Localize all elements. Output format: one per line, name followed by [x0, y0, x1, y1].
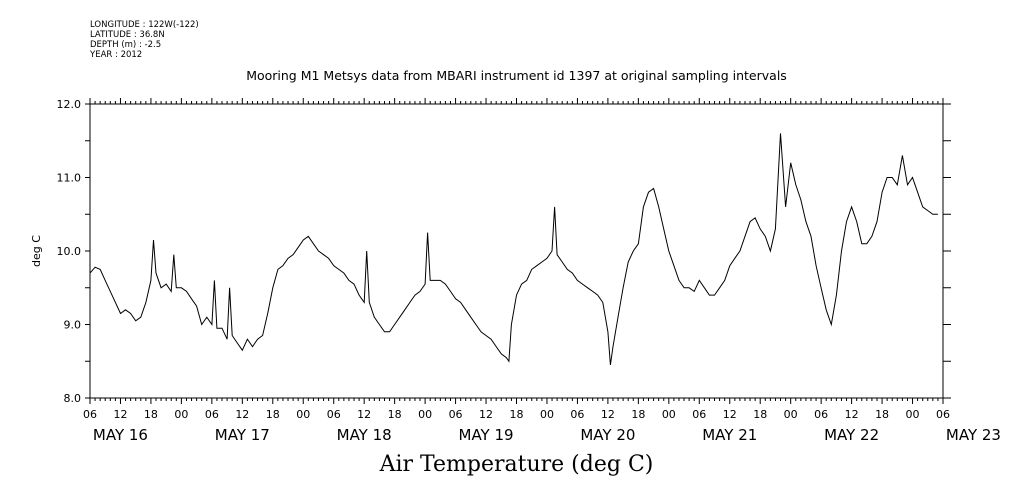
day-label: MAY 19 [459, 426, 514, 444]
x-tick-label: 06 [449, 408, 463, 421]
y-tick-label: 8.0 [64, 392, 82, 405]
y-tick-label: 11.0 [57, 172, 82, 185]
x-tick-label: 00 [296, 408, 310, 421]
x-tick-label: 12 [357, 408, 371, 421]
x-tick-label: 00 [418, 408, 432, 421]
x-tick-label: 06 [692, 408, 706, 421]
x-tick-label: 06 [936, 408, 950, 421]
metadata-block: LONGITUDE : 122W(-122) LATITUDE : 36.8N … [90, 20, 199, 60]
day-label: MAY 22 [824, 426, 879, 444]
day-label: MAY 21 [702, 426, 757, 444]
x-tick-labels: 06 12 18 00 06 12 18 00 06 12 18 00 06 12 18 00 06 12 18 00… [83, 408, 950, 421]
meta-latitude: LATITUDE : 36.8N [90, 30, 165, 40]
x-tick-label: 00 [662, 408, 676, 421]
day-label: MAY 20 [580, 426, 635, 444]
x-tick-label: 12 [113, 408, 127, 421]
x-tick-label: 00 [174, 408, 188, 421]
x-tick-label: 06 [83, 408, 97, 421]
x-tick-label: 00 [540, 408, 554, 421]
y-axis-label: deg C [30, 235, 43, 267]
x-tick-label: 12 [479, 408, 493, 421]
x-tick-label: 18 [631, 408, 645, 421]
day-label: MAY 17 [215, 426, 270, 444]
x-tick-label: 00 [784, 408, 798, 421]
tick-marks [85, 98, 951, 404]
meta-year: YEAR : 2012 [90, 50, 143, 60]
x-tick-label: 18 [510, 408, 524, 421]
day-label: MAY 18 [337, 426, 392, 444]
y-tick-label: 12.0 [57, 98, 82, 111]
x-tick-label: 12 [601, 408, 615, 421]
x-tick-label: 18 [875, 408, 889, 421]
x-tick-label: 06 [327, 408, 341, 421]
x-tick-label: 12 [723, 408, 737, 421]
x-tick-label: 18 [144, 408, 158, 421]
x-tick-label: 06 [814, 408, 828, 421]
x-tick-label: 06 [570, 408, 584, 421]
x-tick-label: 18 [266, 408, 280, 421]
day-label: MAY 16 [93, 426, 148, 444]
x-tick-label: 12 [235, 408, 249, 421]
y-tick-label: 10.0 [57, 245, 82, 258]
meta-longitude: LONGITUDE : 122W(-122) [90, 20, 199, 30]
x-tick-label: 00 [906, 408, 920, 421]
plot-frame [89, 103, 944, 399]
day-labels: MAY 16 MAY 17 MAY 18 MAY 19 MAY 20 MAY 21 MAY … [93, 426, 1001, 444]
x-axis-label: Air Temperature (deg C) [379, 452, 654, 477]
chart-title: Mooring M1 Metsys data from MBARI instru… [246, 68, 787, 83]
x-tick-label: 18 [753, 408, 767, 421]
x-tick-label: 12 [845, 408, 859, 421]
series-line [89, 133, 938, 365]
meta-depth: DEPTH (m) : -2.5 [90, 40, 162, 50]
x-tick-label: 06 [205, 408, 219, 421]
day-label: MAY 23 [946, 426, 1001, 444]
y-tick-labels: 8.0 9.0 10.0 11.0 12.0 [57, 98, 82, 405]
y-tick-label: 9.0 [64, 319, 82, 332]
x-tick-label: 18 [388, 408, 402, 421]
